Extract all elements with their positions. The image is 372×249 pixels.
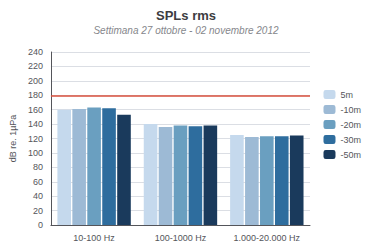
svg-text:160: 160 (28, 105, 43, 115)
svg-text:5m: 5m (340, 90, 353, 100)
svg-text:-20m: -20m (340, 120, 361, 130)
svg-text:10-100 Hz: 10-100 Hz (73, 233, 115, 243)
svg-text:100-1000 Hz: 100-1000 Hz (155, 233, 207, 243)
svg-text:120: 120 (28, 134, 43, 144)
svg-text:40: 40 (33, 191, 43, 201)
svg-text:SPLs rms: SPLs rms (156, 8, 216, 23)
svg-text:240: 240 (28, 47, 43, 57)
svg-text:60: 60 (33, 177, 43, 187)
svg-text:Settimana 27 ottobre - 02 nove: Settimana 27 ottobre - 02 novembre 2012 (93, 25, 279, 36)
svg-text:80: 80 (33, 162, 43, 172)
svg-text:100: 100 (28, 148, 43, 158)
svg-text:0: 0 (38, 220, 43, 230)
svg-text:180: 180 (28, 90, 43, 100)
svg-text:220: 220 (28, 61, 43, 71)
svg-text:dB re. 1µPa: dB re. 1µPa (8, 115, 18, 163)
svg-text:-50m: -50m (340, 150, 361, 160)
svg-text:140: 140 (28, 119, 43, 129)
svg-text:200: 200 (28, 76, 43, 86)
svg-text:1.000-20.000 Hz: 1.000-20.000 Hz (234, 233, 301, 243)
svg-text:-30m: -30m (340, 135, 361, 145)
svg-text:-10m: -10m (340, 105, 361, 115)
svg-text:20: 20 (33, 206, 43, 216)
